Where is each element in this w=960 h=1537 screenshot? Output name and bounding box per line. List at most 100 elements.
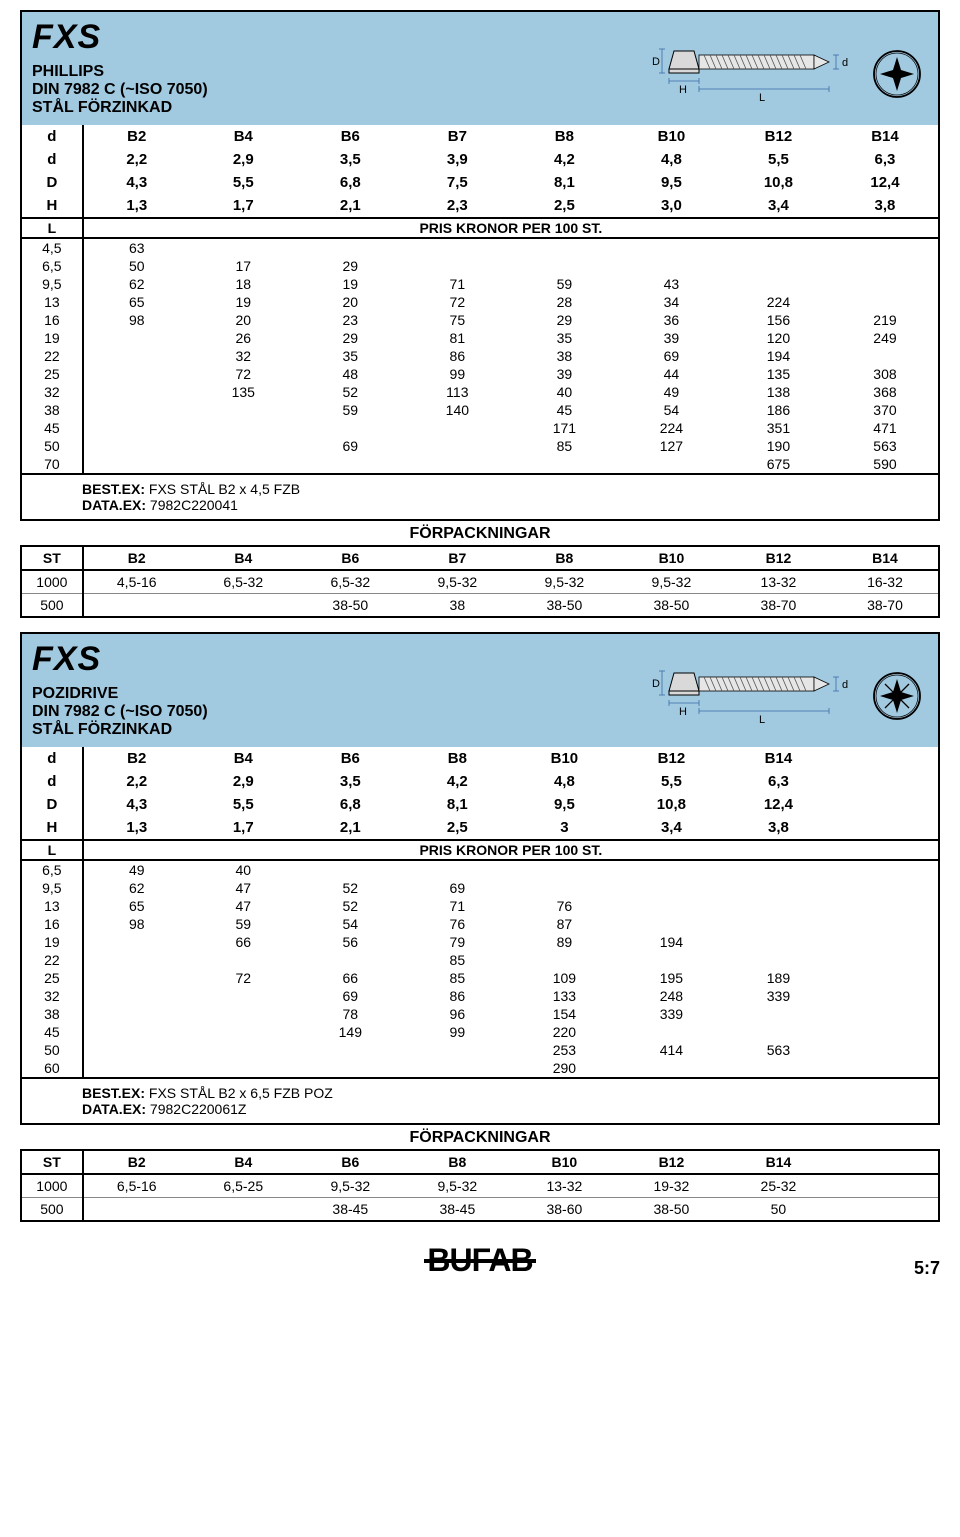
price-cell: 59 (511, 275, 618, 293)
price-cell (511, 238, 618, 257)
dim-value: 1,7 (190, 194, 297, 218)
price-cell: 63 (83, 238, 190, 257)
price-cell: 17 (190, 257, 297, 275)
section1-header: FXS PHILLIPS DIN 7982 C (~ISO 7050) STÅL… (20, 10, 940, 125)
dim-value: B12 (618, 747, 725, 770)
dim-value: 10,8 (725, 171, 832, 194)
price-cell: 253 (511, 1041, 618, 1059)
price-cell: 339 (618, 1005, 725, 1023)
dim-value: B4 (190, 747, 297, 770)
price-cell: 308 (832, 365, 939, 383)
length-L: 4,5 (21, 238, 83, 257)
price-cell: 45 (511, 401, 618, 419)
price-cell: 49 (618, 383, 725, 401)
dim-value: 3,0 (618, 194, 725, 218)
price-cell (725, 915, 832, 933)
price-cell (404, 257, 511, 275)
price-cell (190, 951, 297, 969)
dim-label: D (21, 171, 83, 194)
price-cell (511, 455, 618, 474)
price-cell: 248 (618, 987, 725, 1005)
price-cell: 186 (725, 401, 832, 419)
dim-value: B10 (511, 747, 618, 770)
price-cell: 156 (725, 311, 832, 329)
price-cell: 44 (618, 365, 725, 383)
price-cell (618, 455, 725, 474)
dim-value: 2,5 (511, 194, 618, 218)
section1-pack-title: FÖRPACKNINGAR (20, 521, 940, 545)
price-cell: 290 (511, 1059, 618, 1078)
price-cell: 86 (404, 347, 511, 365)
section2-title-block: FXS POZIDRIVE DIN 7982 C (~ISO 7050) STÅ… (32, 640, 208, 739)
price-cell: 133 (511, 987, 618, 1005)
price-cell: 29 (297, 257, 404, 275)
pack-cell: 13-32 (725, 570, 832, 594)
dim-value: 5,5 (190, 171, 297, 194)
price-cell: 81 (404, 329, 511, 347)
price-cell: 50 (83, 257, 190, 275)
length-L: 38 (21, 401, 83, 419)
pack-cell (190, 1198, 297, 1222)
dim-label: H (21, 816, 83, 840)
pack-cell: 38-50 (618, 1198, 725, 1222)
price-cell (83, 1041, 190, 1059)
price-cell (83, 455, 190, 474)
price-cell: 86 (404, 987, 511, 1005)
price-cell (618, 897, 725, 915)
dim-value: 7,5 (404, 171, 511, 194)
pack-cell: 9,5-32 (297, 1174, 404, 1198)
price-cell (83, 987, 190, 1005)
price-row-L: L (21, 840, 83, 860)
price-cell (297, 1041, 404, 1059)
price-cell (725, 238, 832, 257)
price-cell (83, 1059, 190, 1078)
price-cell: 52 (297, 879, 404, 897)
price-cell: 18 (190, 275, 297, 293)
dim-value: B14 (832, 125, 939, 148)
dim-value: 5,5 (725, 148, 832, 171)
dim-value: 1,3 (83, 194, 190, 218)
price-cell (832, 293, 939, 311)
price-cell: 414 (618, 1041, 725, 1059)
price-cell: 219 (832, 311, 939, 329)
price-cell: 76 (511, 897, 618, 915)
pack-hdr-col: B12 (725, 546, 832, 570)
price-cell (725, 860, 832, 879)
dim-label: D (21, 793, 83, 816)
pack-cell (190, 594, 297, 618)
price-cell: 47 (190, 897, 297, 915)
section2-sub2: DIN 7982 C (~ISO 7050) (32, 703, 208, 721)
pack-hdr-col: B10 (511, 1150, 618, 1174)
dim-value: B7 (404, 125, 511, 148)
price-cell: 52 (297, 897, 404, 915)
price-cell: 47 (190, 879, 297, 897)
dim-value: 4,2 (404, 770, 511, 793)
section1-title: FXS (32, 18, 208, 57)
length-L: 25 (21, 365, 83, 383)
price-cell (83, 1023, 190, 1041)
price-cell: 154 (511, 1005, 618, 1023)
price-cell (297, 238, 404, 257)
price-cell: 43 (618, 275, 725, 293)
length-L: 19 (21, 933, 83, 951)
price-cell (83, 951, 190, 969)
price-cell: 52 (297, 383, 404, 401)
price-cell: 89 (511, 933, 618, 951)
price-cell (190, 437, 297, 455)
pack-cell: 6,5-32 (190, 570, 297, 594)
dim-value: 3,8 (725, 816, 832, 840)
price-cell (190, 401, 297, 419)
pack-hdr-col: B6 (297, 546, 404, 570)
price-cell: 35 (297, 347, 404, 365)
dim-label: H (21, 194, 83, 218)
price-cell: 189 (725, 969, 832, 987)
price-cell: 26 (190, 329, 297, 347)
pack-hdr-col: B12 (618, 1150, 725, 1174)
price-cell: 29 (297, 329, 404, 347)
price-cell (725, 1059, 832, 1078)
length-L: 38 (21, 1005, 83, 1023)
footer: BUFAB 5:7 (20, 1242, 940, 1279)
length-L: 13 (21, 897, 83, 915)
price-cell: 135 (725, 365, 832, 383)
price-cell: 72 (404, 293, 511, 311)
